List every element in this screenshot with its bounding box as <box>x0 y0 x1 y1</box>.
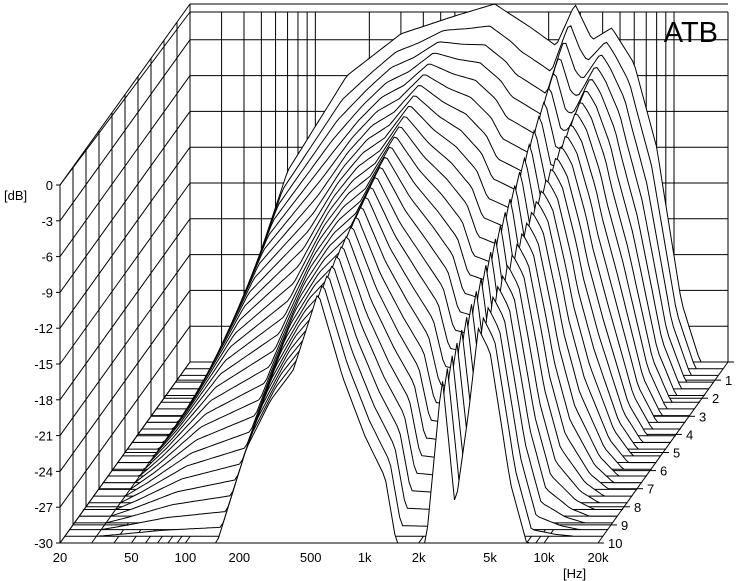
x-tick-label: 200 <box>228 550 250 565</box>
z-tick-label: 8 <box>634 500 641 515</box>
x-tick-label: 10k <box>534 550 555 565</box>
y-tick-label: -21 <box>34 429 53 444</box>
z-tick-label: 9 <box>621 518 628 533</box>
y-axis-label: [dB] <box>4 188 27 203</box>
y-tick-label: 0 <box>46 178 53 193</box>
x-tick-label: 500 <box>300 550 322 565</box>
x-tick-label: 2k <box>412 550 426 565</box>
y-tick-label: -30 <box>34 536 53 551</box>
x-tick-label: 20 <box>53 550 67 565</box>
y-tick-label: -6 <box>41 250 53 265</box>
y-tick-label: -9 <box>41 285 53 300</box>
x-axis-label: [Hz] <box>563 566 586 581</box>
waterfall-slices <box>60 3 728 544</box>
z-tick-label: 10 <box>608 536 622 551</box>
side-wall-top <box>59 11 191 186</box>
y-tick-label: -24 <box>34 464 53 479</box>
y-tick-label: -27 <box>34 500 53 515</box>
x-tick-label: 100 <box>174 550 196 565</box>
waterfall-slice <box>60 294 598 544</box>
x-tick-label: 5k <box>483 550 497 565</box>
z-tick-label: 6 <box>660 464 667 479</box>
z-tick-label: 5 <box>673 446 680 461</box>
z-tick-label: 4 <box>686 427 693 442</box>
y-tick-label: -18 <box>34 393 53 408</box>
y-tick-label: -3 <box>41 214 53 229</box>
y-tick-label: -12 <box>34 321 53 336</box>
y-tick-label: -15 <box>34 357 53 372</box>
x-tick-label: 20k <box>588 550 609 565</box>
chart-title: ATB <box>664 17 718 49</box>
axis-labels: 0 -3 -6 -9 -12 -15 -18 -21 -24 -27 -30 [dB] 20 50 100 2… <box>4 178 734 581</box>
x-tick-label: 1k <box>358 550 372 565</box>
z-tick-label: 3 <box>699 409 706 424</box>
z-tick-label: 1 <box>725 373 732 388</box>
z-tick-label: 2 <box>712 391 719 406</box>
z-tick-label: 7 <box>647 482 654 497</box>
x-tick-label: 50 <box>124 550 138 565</box>
